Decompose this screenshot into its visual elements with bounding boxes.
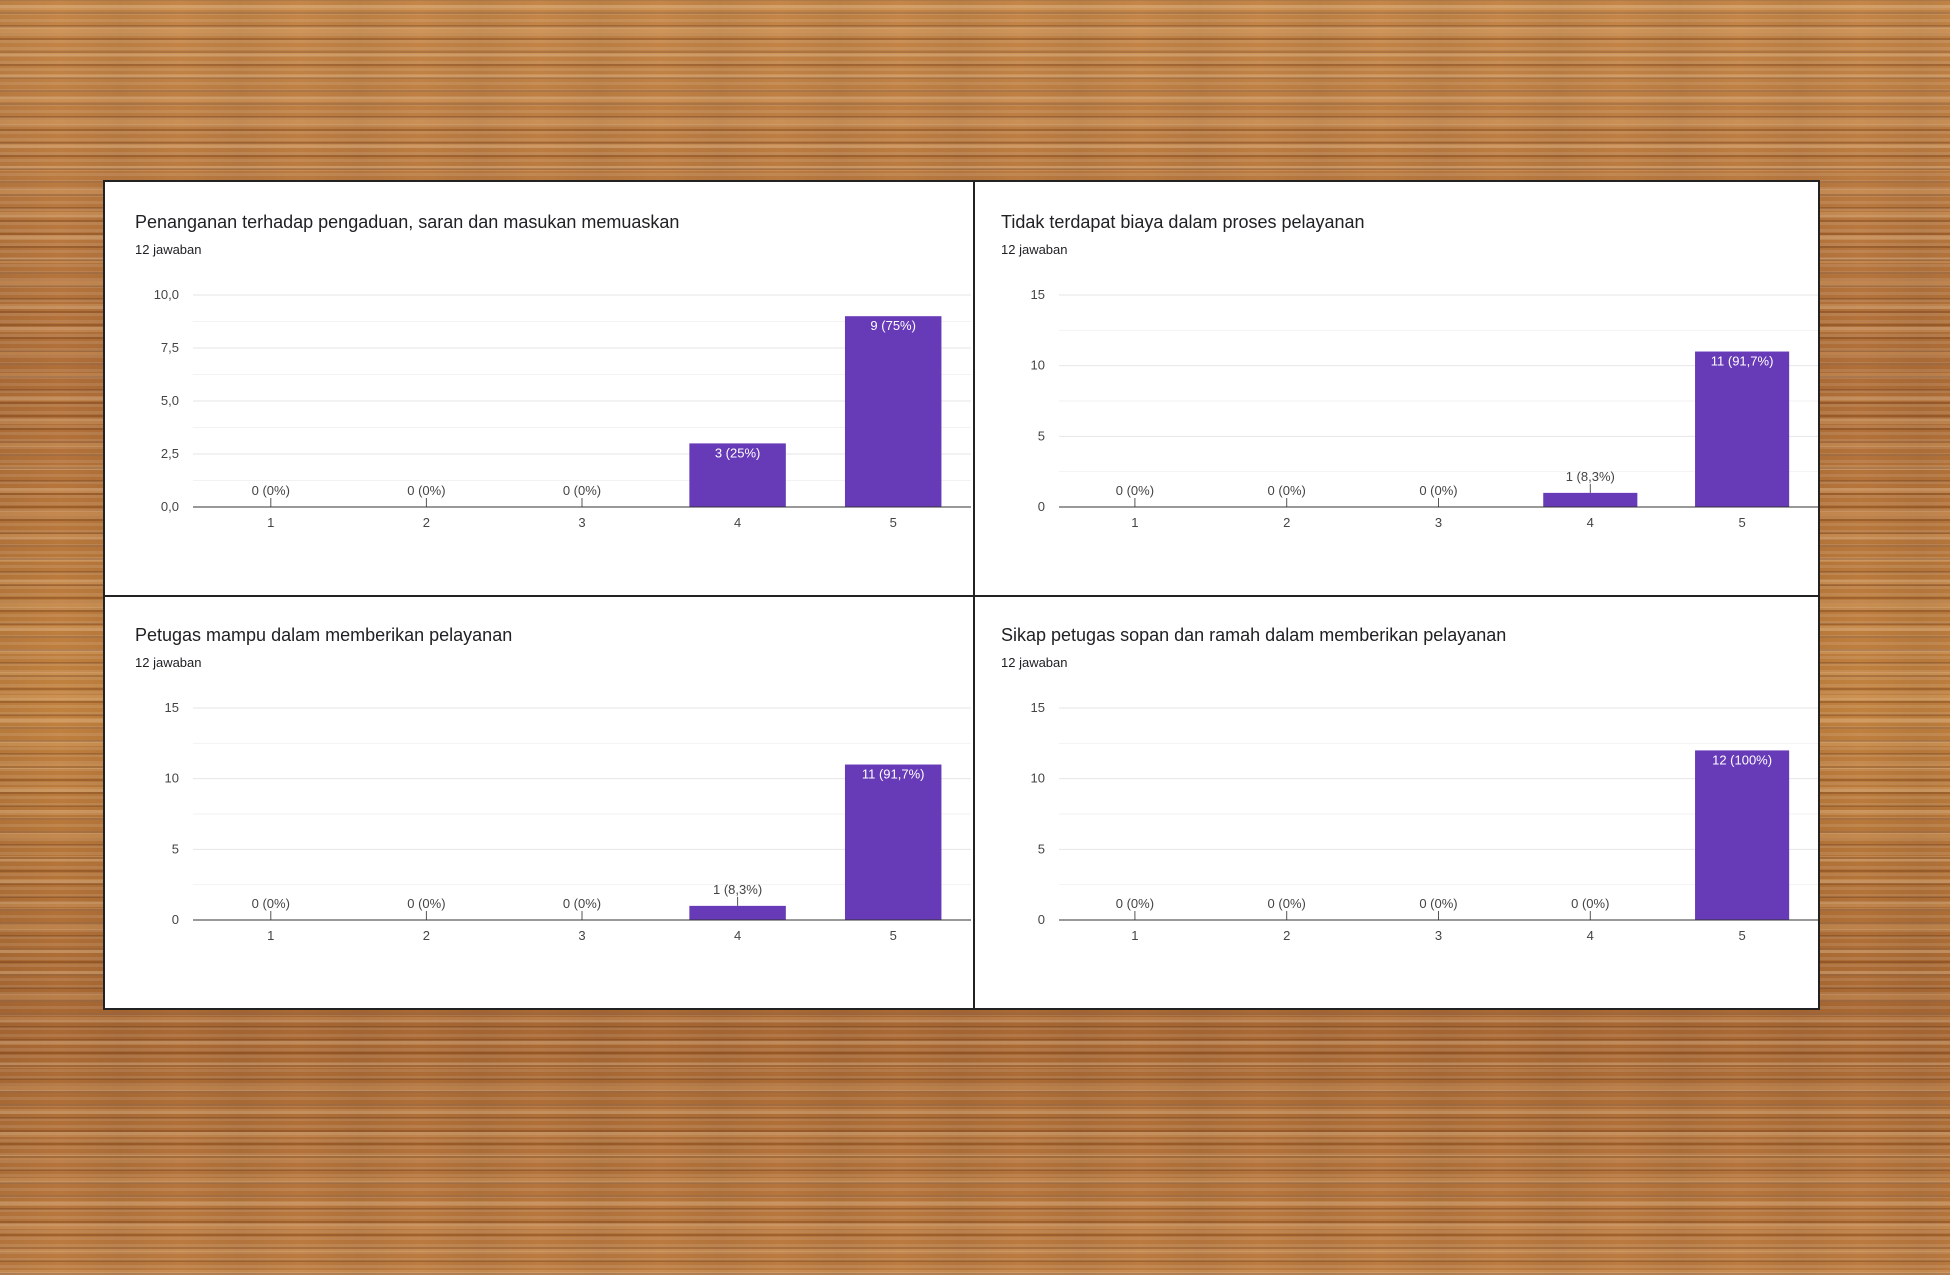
y-tick-label: 15 — [165, 700, 179, 715]
bar-5 — [844, 316, 942, 507]
x-tick-label: 3 — [578, 928, 585, 943]
chart-title: Sikap petugas sopan dan ramah dalam memb… — [1001, 625, 1507, 645]
x-tick-label: 5 — [890, 928, 897, 943]
bar-5 — [1695, 750, 1790, 920]
data-label: 0 (0%) — [252, 896, 290, 911]
x-tick-label: 4 — [1587, 928, 1594, 943]
bar-5 — [844, 764, 942, 920]
chart-title: Tidak terdapat biaya dalam proses pelaya… — [1001, 212, 1365, 232]
y-tick-label: 5 — [1038, 841, 1045, 856]
x-tick-label: 4 — [1587, 515, 1594, 530]
y-tick-label: 10 — [1031, 358, 1045, 373]
data-label: 0 (0%) — [1419, 896, 1457, 911]
x-tick-label: 1 — [1131, 515, 1138, 530]
data-label: 0 (0%) — [1116, 483, 1154, 498]
data-label: 0 (0%) — [1268, 896, 1306, 911]
y-tick-label: 5,0 — [161, 393, 179, 408]
y-tick-label: 0 — [1038, 499, 1045, 514]
chart-title: Penanganan terhadap pengaduan, saran dan… — [135, 212, 680, 232]
data-label: 11 (91,7%) — [862, 767, 925, 782]
data-label: 0 (0%) — [252, 483, 290, 498]
wood-frame-board: Penanganan terhadap pengaduan, saran dan… — [103, 180, 1820, 1010]
panel-divider-horizontal — [105, 595, 1818, 597]
x-tick-label: 1 — [267, 515, 274, 530]
response-count: 12 jawaban — [1001, 242, 1068, 257]
x-tick-label: 5 — [1738, 928, 1745, 943]
bar-4 — [689, 443, 786, 507]
x-tick-label: 2 — [423, 515, 430, 530]
x-tick-label: 1 — [1131, 928, 1138, 943]
data-label: 3 (25%) — [715, 445, 761, 460]
response-count: 12 jawaban — [1001, 655, 1068, 670]
x-tick-label: 3 — [578, 515, 585, 530]
y-tick-label: 15 — [1031, 287, 1045, 302]
data-label: 0 (0%) — [563, 483, 601, 498]
data-label: 11 (91,7%) — [1711, 354, 1774, 369]
y-tick-label: 10 — [165, 771, 179, 786]
bar-chart: 0 5 10 15 0 (0%) 1 0 (0%) 2 0 (0%) 3 0 (0%) 4 12 (10… — [1031, 700, 1818, 943]
x-tick-label: 2 — [1283, 515, 1290, 530]
x-tick-label: 1 — [267, 928, 274, 943]
bar-4 — [689, 905, 786, 920]
chart-title: Petugas mampu dalam memberikan pelayanan — [135, 625, 513, 645]
data-label: 1 (8,3%) — [713, 882, 762, 897]
bar-5 — [1695, 351, 1790, 507]
y-tick-label: 2,5 — [161, 446, 179, 461]
data-label: 12 (100%) — [1712, 752, 1772, 767]
data-label: 9 (75%) — [870, 318, 916, 333]
x-tick-label: 5 — [890, 515, 897, 530]
y-tick-label: 5 — [172, 841, 179, 856]
y-tick-label: 15 — [1031, 700, 1045, 715]
data-label: 1 (8,3%) — [1566, 469, 1615, 484]
chart-panel-biaya: Tidak terdapat biaya dalam proses pelaya… — [971, 182, 1820, 595]
x-tick-label: 4 — [734, 928, 741, 943]
y-tick-label: 5 — [1038, 428, 1045, 443]
bar-chart: 0,0 2,5 5,0 7,5 10,0 0 (0%) 1 0 (0%) 2 0 (0%) 3 3 (… — [154, 287, 971, 530]
data-label: 0 (0%) — [407, 483, 445, 498]
data-label: 0 (0%) — [1268, 483, 1306, 498]
bar-4 — [1543, 492, 1638, 507]
x-tick-label: 2 — [423, 928, 430, 943]
y-tick-label: 0 — [172, 912, 179, 927]
x-tick-label: 5 — [1738, 515, 1745, 530]
y-tick-label: 10,0 — [154, 287, 179, 302]
x-tick-label: 3 — [1435, 515, 1442, 530]
y-tick-label: 10 — [1031, 771, 1045, 786]
bar-chart: 0 5 10 15 0 (0%) 1 0 (0%) 2 0 (0%) 3 1 (8,3%) 4 11 (… — [1031, 287, 1818, 530]
x-tick-label: 3 — [1435, 928, 1442, 943]
x-tick-label: 2 — [1283, 928, 1290, 943]
y-tick-label: 7,5 — [161, 340, 179, 355]
data-label: 0 (0%) — [407, 896, 445, 911]
chart-panel-sikap-petugas: Sikap petugas sopan dan ramah dalam memb… — [971, 595, 1820, 1008]
bar-chart: 0 5 10 15 0 (0%) 1 0 (0%) 2 0 (0%) 3 1 (8,3%) 4 11 (… — [165, 700, 971, 943]
data-label: 0 (0%) — [563, 896, 601, 911]
chart-panel-penanganan: Penanganan terhadap pengaduan, saran dan… — [105, 182, 973, 595]
data-label: 0 (0%) — [1571, 896, 1609, 911]
y-tick-label: 0,0 — [161, 499, 179, 514]
chart-panel-petugas-mampu: Petugas mampu dalam memberikan pelayanan… — [105, 595, 973, 1008]
response-count: 12 jawaban — [135, 242, 202, 257]
response-count: 12 jawaban — [135, 655, 202, 670]
y-tick-label: 0 — [1038, 912, 1045, 927]
x-tick-label: 4 — [734, 515, 741, 530]
data-label: 0 (0%) — [1419, 483, 1457, 498]
data-label: 0 (0%) — [1116, 896, 1154, 911]
